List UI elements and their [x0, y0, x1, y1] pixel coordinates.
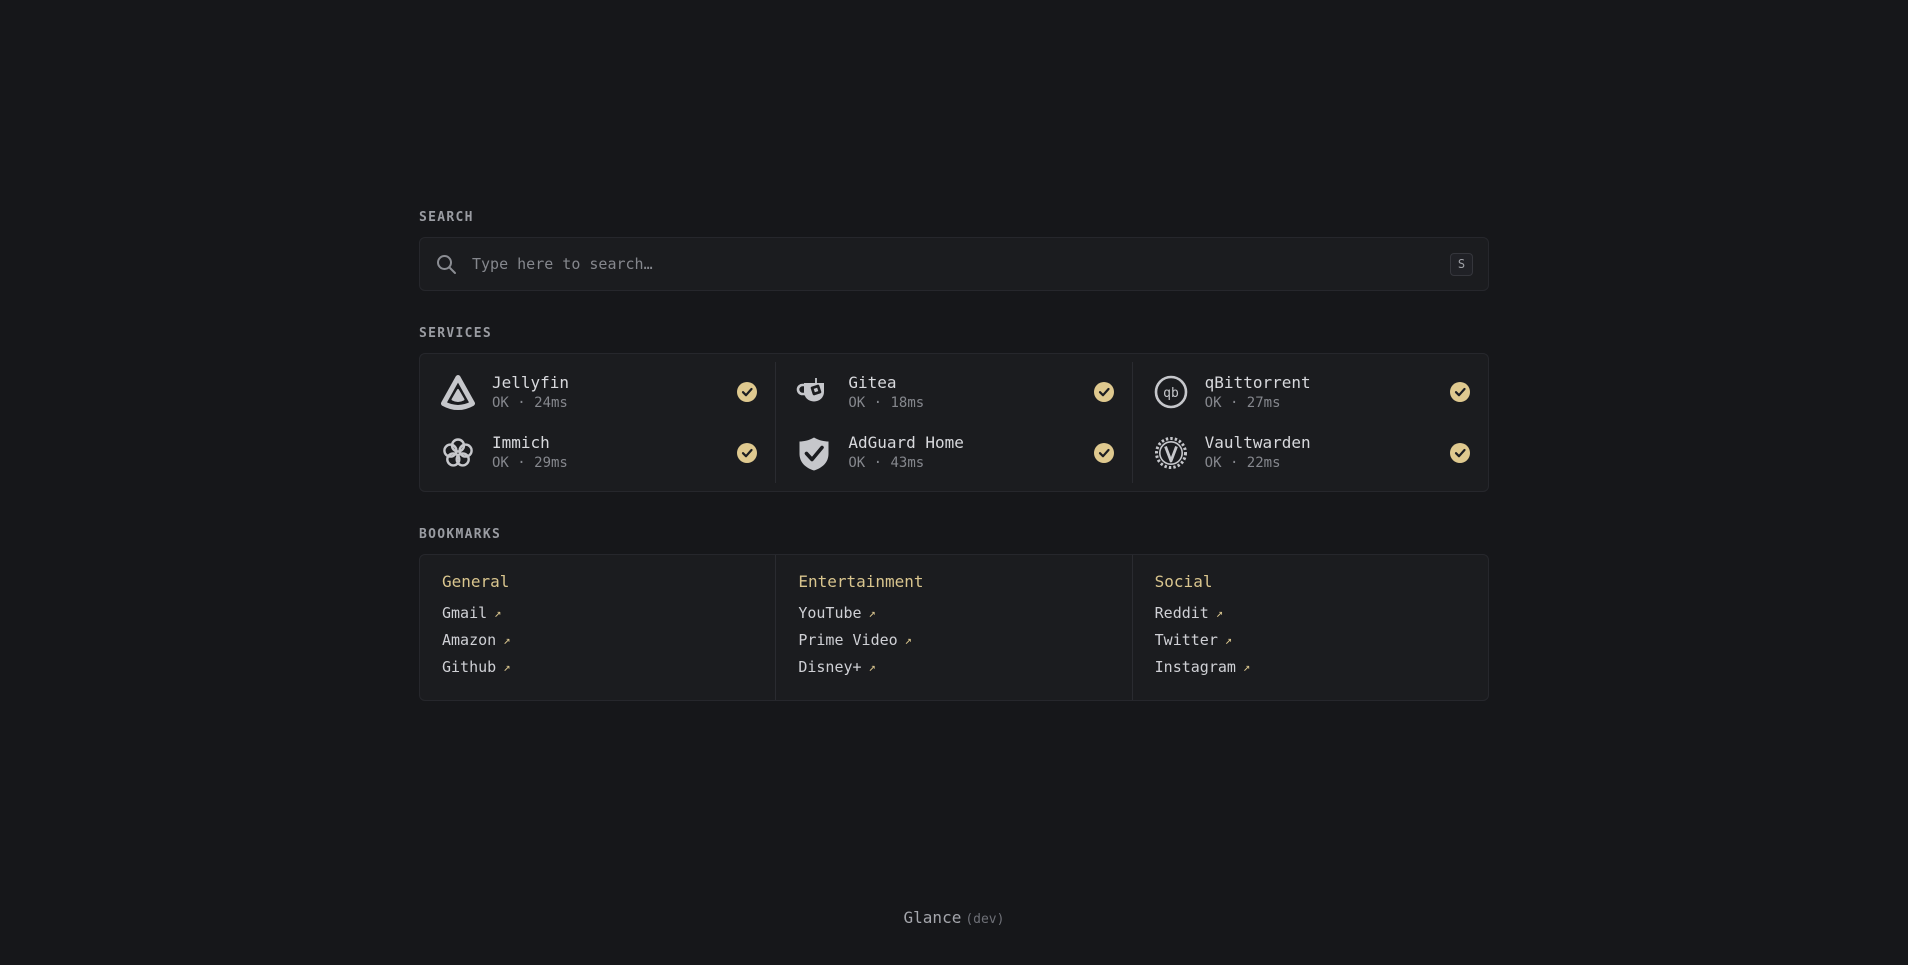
- service-name: AdGuard Home: [848, 433, 964, 453]
- services-widget: SERVICES Jellyfin OK · 24ms Gitea OK · 1…: [419, 326, 1489, 492]
- service-name: Vaultwarden: [1204, 433, 1311, 453]
- service-name: Jellyfin: [492, 373, 570, 392]
- bookmark-link-label: Disney+: [798, 657, 862, 676]
- svg-text:qb: qb: [1163, 386, 1179, 401]
- status-ok-badge: [737, 382, 758, 403]
- external-link-arrow-icon: ↗: [503, 633, 511, 648]
- bookmark-link-label: Prime Video: [798, 630, 898, 649]
- service-name: qBittorrent: [1204, 373, 1311, 392]
- external-link-arrow-icon: ↗: [1242, 660, 1251, 675]
- bookmark-link-label: Twitter: [1154, 630, 1218, 649]
- bookmark-link[interactable]: Reddit ↗: [1155, 600, 1223, 627]
- services-section-label: SERVICES: [419, 326, 493, 341]
- service-item[interactable]: qb qBittorrent OK · 27ms: [1131, 362, 1488, 423]
- bookmark-link[interactable]: Prime Video ↗: [798, 627, 912, 654]
- status-ok-badge: [1449, 382, 1470, 403]
- external-link-arrow-icon: ↗: [868, 660, 876, 675]
- external-link-arrow-icon: ↗: [1215, 606, 1224, 621]
- footer-app-name: Glance: [903, 908, 962, 927]
- bookmark-link[interactable]: Twitter ↗: [1155, 627, 1232, 654]
- footer: Glance (dev): [0, 908, 1908, 965]
- search-icon: [435, 253, 457, 275]
- bookmark-group: General Gmail ↗ Amazon ↗ Github ↗: [420, 555, 775, 700]
- external-link-arrow-icon: ↗: [503, 660, 511, 675]
- bookmarks-section-label: BOOKMARKS: [419, 526, 502, 542]
- bookmark-link[interactable]: Instagram ↗: [1155, 654, 1251, 681]
- service-status: OK · 27ms: [1204, 394, 1281, 411]
- service-item[interactable]: Vaultwarden OK · 22ms: [1131, 422, 1488, 483]
- search-bar[interactable]: S: [419, 237, 1489, 291]
- bookmark-group: Entertainment YouTube ↗ Prime Video ↗ Di…: [775, 554, 1131, 700]
- bookmark-link-label: YouTube: [798, 603, 862, 622]
- service-status: OK · 22ms: [1204, 455, 1281, 472]
- external-link-arrow-icon: ↗: [1224, 633, 1233, 648]
- external-link-arrow-icon: ↗: [904, 633, 912, 648]
- bookmark-link[interactable]: Disney+ ↗: [798, 654, 875, 681]
- search-shortcut-hint: S: [1450, 252, 1473, 276]
- bookmark-link[interactable]: Github ↗: [442, 654, 510, 681]
- service-status: OK · 18ms: [848, 394, 925, 411]
- services-card: Jellyfin OK · 24ms Gitea OK · 18ms qb: [419, 353, 1489, 492]
- service-item[interactable]: Gitea OK · 18ms: [775, 362, 1131, 423]
- adguard-icon: [794, 433, 834, 473]
- search-section-label: SEARCH: [419, 210, 474, 225]
- external-link-arrow-icon: ↗: [494, 606, 502, 621]
- service-item[interactable]: Jellyfin OK · 24ms: [420, 362, 775, 422]
- bookmark-group: Social Reddit ↗ Twitter ↗ Instagram ↗: [1131, 554, 1488, 700]
- external-link-arrow-icon: ↗: [868, 606, 876, 621]
- qbittorrent-icon: qb: [1151, 372, 1191, 412]
- immich-icon: [438, 433, 478, 473]
- bookmark-link-label: Amazon: [442, 630, 497, 649]
- main-content: SEARCH S SERVICES Jellyfin OK · 24ms: [419, 0, 1489, 908]
- bookmark-link-label: Reddit: [1154, 603, 1209, 622]
- bookmark-group-title: Entertainment: [798, 571, 924, 591]
- bookmark-group-title: Social: [1154, 571, 1213, 591]
- bookmark-link[interactable]: YouTube ↗: [798, 600, 875, 627]
- service-status: OK · 29ms: [492, 455, 568, 472]
- service-name: Gitea: [848, 373, 897, 392]
- search-widget: SEARCH S: [419, 210, 1489, 291]
- service-item[interactable]: Immich OK · 29ms: [420, 422, 775, 482]
- status-ok-badge: [1093, 382, 1114, 403]
- bookmark-link[interactable]: Gmail ↗: [442, 600, 501, 627]
- bookmarks-widget: BOOKMARKS General Gmail ↗ Amazon ↗ Githu…: [419, 527, 1489, 701]
- service-item[interactable]: AdGuard Home OK · 43ms: [775, 422, 1131, 483]
- search-input[interactable]: [470, 254, 1437, 274]
- status-ok-badge: [1449, 442, 1470, 463]
- jellyfin-icon: [438, 372, 478, 412]
- bookmark-link-label: Instagram: [1154, 657, 1236, 676]
- status-ok-badge: [737, 442, 758, 463]
- footer-version: (dev): [965, 912, 1005, 927]
- bookmarks-card: General Gmail ↗ Amazon ↗ Github ↗ Entert…: [419, 553, 1489, 701]
- vaultwarden-icon: [1151, 433, 1191, 473]
- service-name: Immich: [492, 433, 550, 453]
- service-status: OK · 43ms: [848, 455, 925, 472]
- bookmark-link-label: Gmail: [442, 603, 488, 622]
- bookmark-group-title: General: [442, 571, 510, 591]
- services-row: Jellyfin OK · 24ms Gitea OK · 18ms qb: [420, 362, 1488, 423]
- service-status: OK · 24ms: [492, 394, 568, 411]
- bookmark-link[interactable]: Amazon ↗: [442, 627, 510, 654]
- status-ok-badge: [1093, 442, 1114, 463]
- gitea-icon: [794, 372, 834, 412]
- services-row: Immich OK · 29ms AdGuard Home OK · 43ms …: [420, 422, 1488, 483]
- bookmark-link-label: Github: [442, 657, 497, 676]
